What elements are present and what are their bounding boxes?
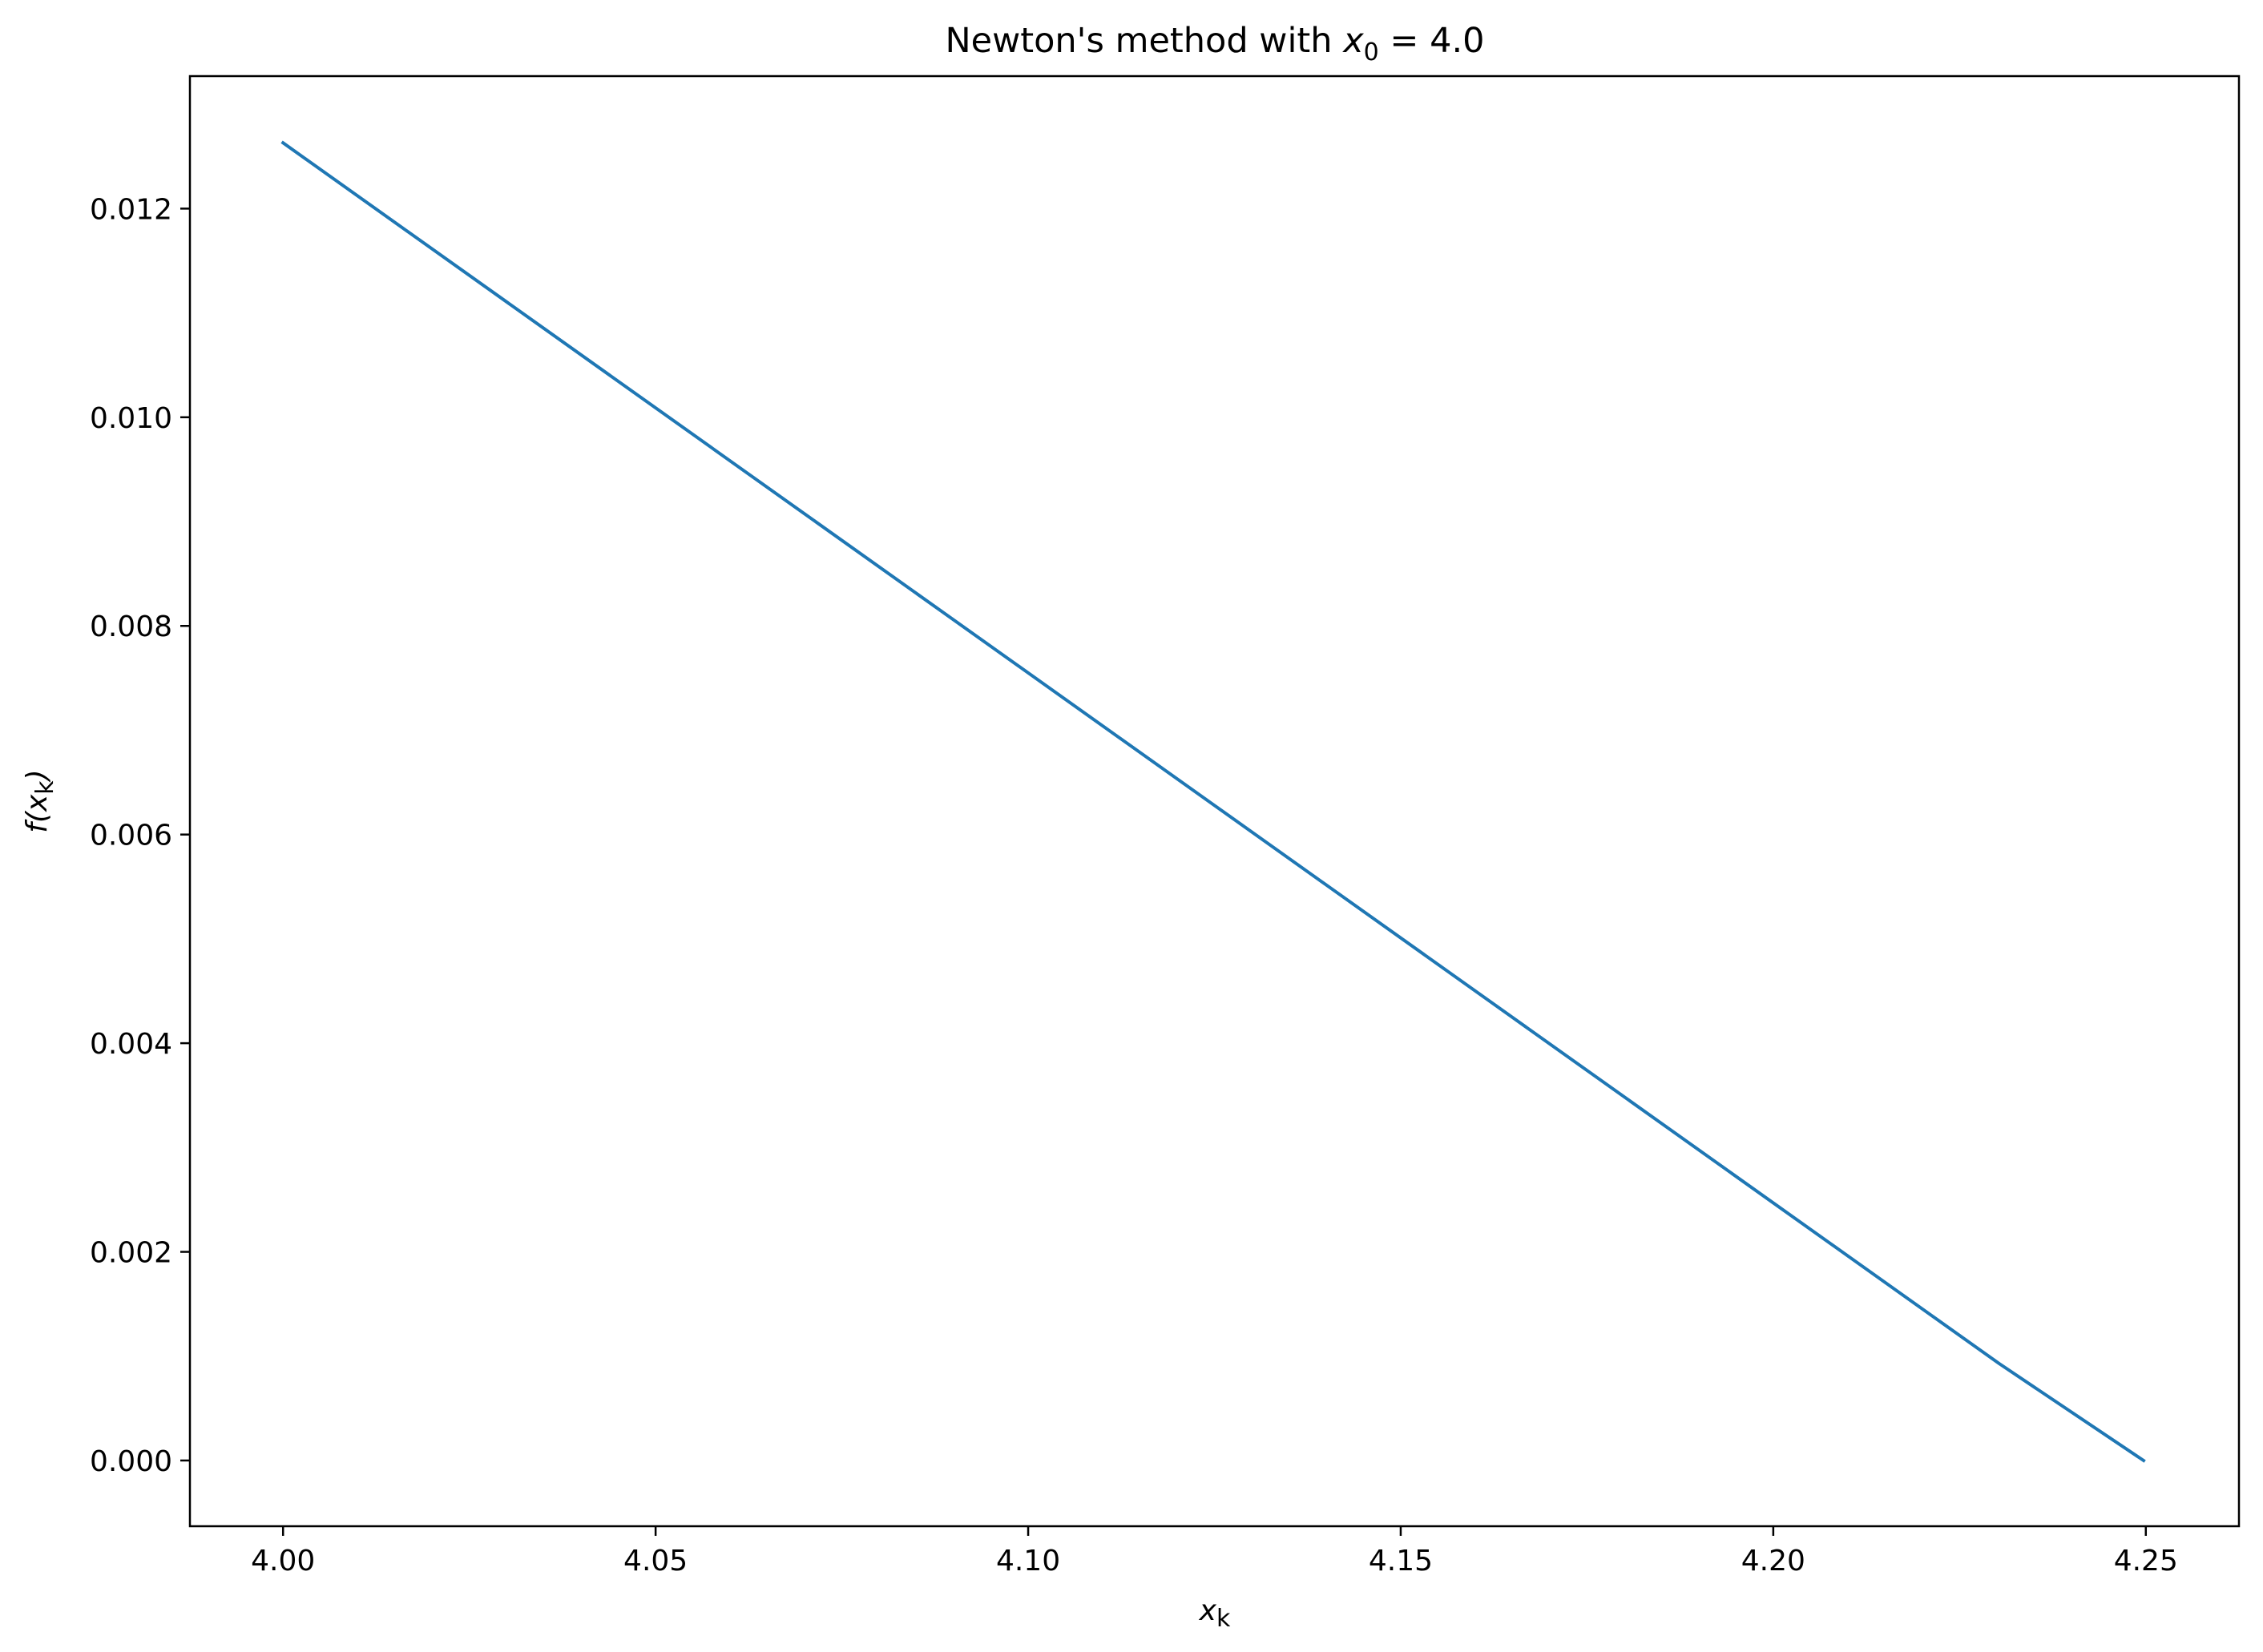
x-axis-label: xk: [1199, 1594, 1231, 1633]
plot-frame: [188, 75, 2241, 1528]
y-tick-label: 0.012: [90, 193, 172, 226]
x-tick-label: 4.20: [1741, 1545, 1805, 1577]
y-tick-label: 0.000: [90, 1445, 172, 1478]
x-tick-label: 4.10: [996, 1545, 1060, 1577]
y-tick-label: 0.004: [90, 1028, 172, 1061]
y-axis-ticks: 0.000 0.002 0.004 0.006 0.008 0.010 0.012: [90, 193, 190, 1478]
x-axis-ticks: 4.00 4.05 4.10 4.15 4.20 4.25: [251, 1526, 2178, 1577]
chart-title: Newton's method with x0 = 4.0: [945, 21, 1484, 66]
y-tick-label: 0.008: [90, 610, 172, 643]
y-axis-label: f(xk): [21, 769, 59, 832]
x-tick-label: 4.25: [2114, 1545, 2178, 1577]
y-tick-label: 0.010: [90, 402, 172, 435]
series-line-0: [280, 140, 2146, 1463]
x-tick-label: 4.15: [1369, 1545, 1433, 1577]
y-tick-label: 0.002: [90, 1237, 172, 1270]
x-tick-label: 4.00: [251, 1545, 315, 1577]
series-layer: [280, 140, 2146, 1463]
x-tick-label: 4.05: [623, 1545, 688, 1577]
y-tick-label: 0.006: [90, 820, 172, 852]
